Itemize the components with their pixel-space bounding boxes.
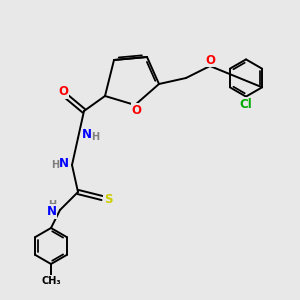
Text: O: O bbox=[58, 85, 68, 98]
Text: CH₃: CH₃ bbox=[41, 275, 61, 286]
Text: H: H bbox=[48, 200, 57, 211]
Text: S: S bbox=[104, 193, 112, 206]
Text: O: O bbox=[205, 53, 215, 67]
Text: H: H bbox=[51, 160, 60, 170]
Text: H: H bbox=[91, 131, 100, 142]
Text: O: O bbox=[131, 104, 142, 117]
Text: N: N bbox=[46, 205, 57, 218]
Text: N: N bbox=[58, 157, 69, 170]
Text: N: N bbox=[81, 128, 92, 142]
Text: Cl: Cl bbox=[240, 98, 252, 111]
